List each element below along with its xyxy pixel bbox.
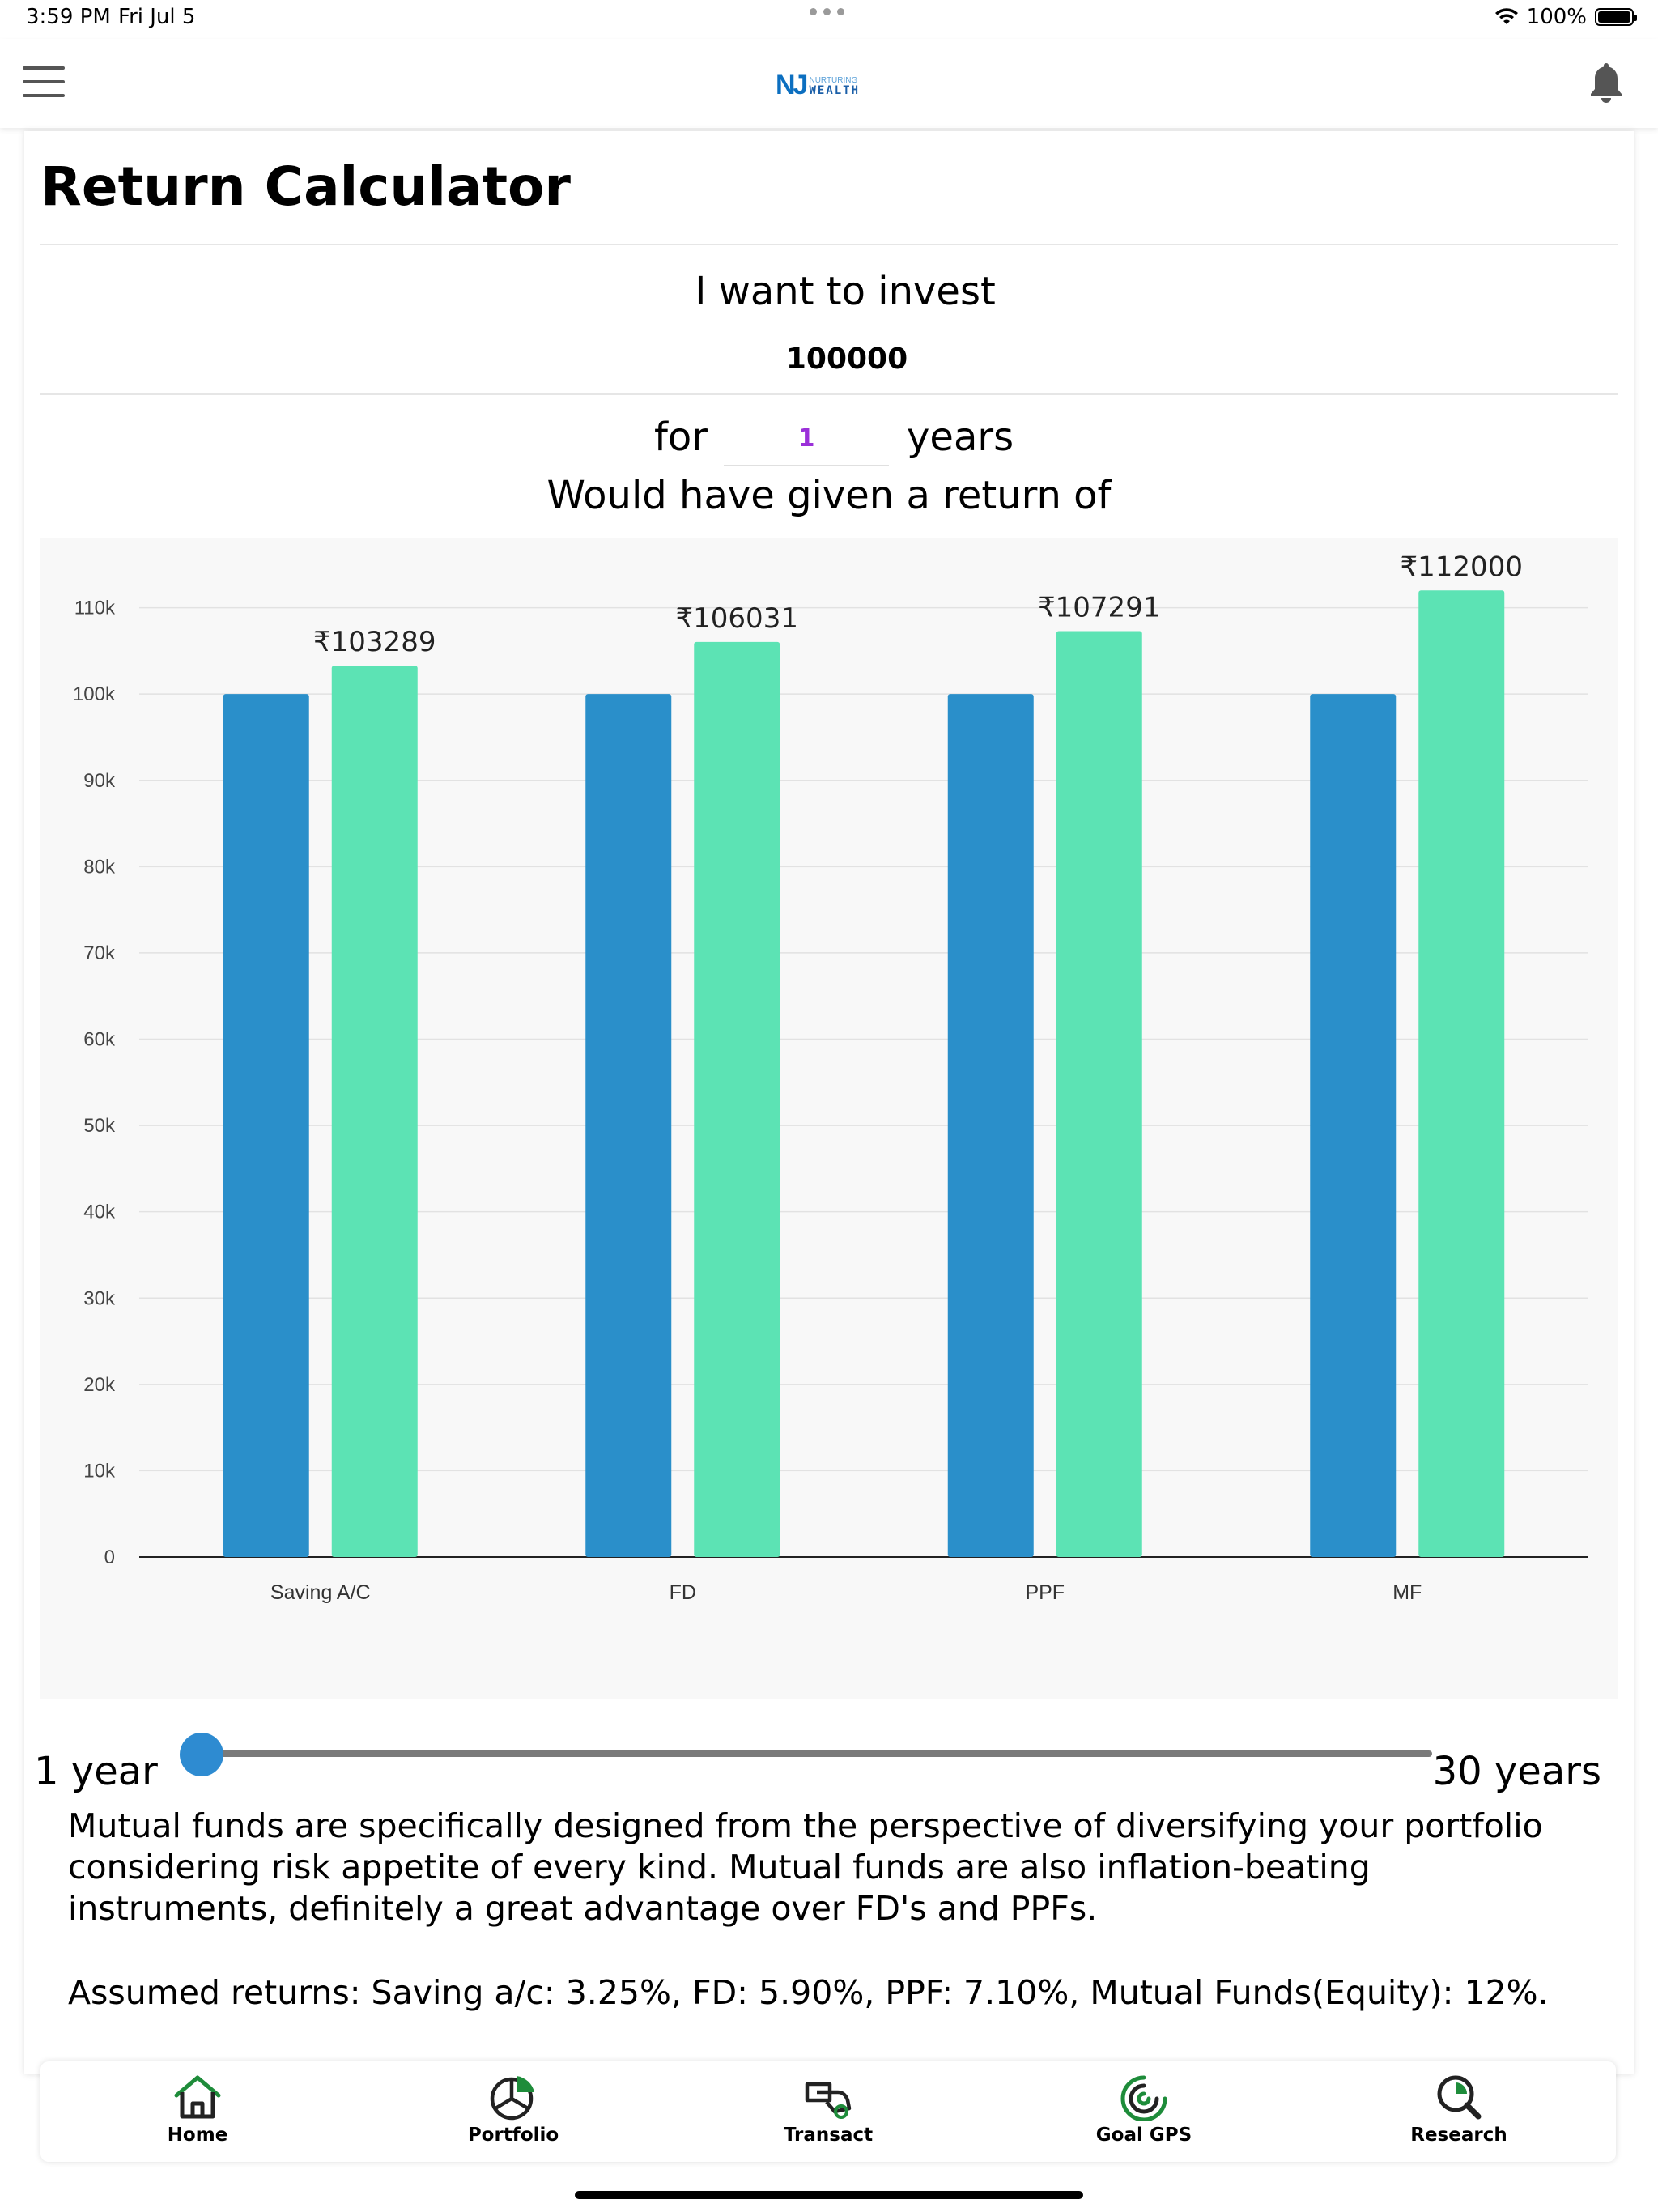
y-tick-label: 110k — [74, 598, 116, 619]
y-tick-label: 0 — [104, 1546, 115, 1568]
divider — [40, 244, 1618, 245]
status-indicators: 100% — [1494, 5, 1637, 29]
years-input[interactable] — [724, 411, 889, 466]
chart-svg: 010k20k30k40k50k60k70k80k90k100k110k120k… — [73, 551, 1588, 1604]
battery-percent: 100% — [1526, 5, 1587, 29]
bar-invested-saving-a-c — [223, 694, 309, 1557]
y-tick-label: 60k — [83, 1029, 116, 1051]
divider — [40, 393, 1618, 395]
bottom-tab-bar: Home Portfolio Transact Goal GPS Res — [40, 2061, 1616, 2162]
y-tick-label: 90k — [83, 770, 116, 792]
status-time: 3:59 PM — [26, 5, 111, 29]
bar-invested-ppf — [947, 694, 1034, 1557]
tab-label: Research — [1410, 2125, 1507, 2146]
bar-invested-mf — [1310, 694, 1397, 1557]
hamburger-menu-icon[interactable] — [23, 66, 65, 99]
bar-return-fd — [694, 641, 780, 1557]
invest-amount-input[interactable] — [24, 342, 1658, 376]
transact-icon — [805, 2082, 852, 2119]
calculator-card: Return Calculator I want to invest for y… — [24, 131, 1658, 2074]
years-slider-track[interactable] — [183, 1750, 1432, 1757]
bar-return-mf — [1418, 590, 1505, 1558]
y-tick-label: 20k — [83, 1374, 116, 1396]
y-tick-label: 70k — [83, 942, 116, 964]
goal-gps-icon — [1120, 2075, 1167, 2121]
home-indicator[interactable] — [575, 2191, 1083, 2199]
y-tick-label: 100k — [73, 683, 116, 705]
portfolio-icon — [490, 2076, 534, 2121]
x-category-label: Saving A/C — [270, 1581, 371, 1604]
for-label: for — [654, 415, 708, 460]
y-tick-label: 80k — [83, 856, 116, 878]
data-label: ₹103289 — [313, 626, 436, 658]
years-slider-thumb[interactable] — [180, 1733, 223, 1776]
tab-portfolio[interactable]: Portfolio — [424, 2073, 602, 2154]
tab-home[interactable]: Home — [108, 2073, 287, 2154]
bar-invested-fd — [585, 694, 672, 1557]
logo-wordmark: WEALTH — [809, 83, 861, 97]
logo-mark: NJ — [776, 70, 809, 100]
x-category-label: PPF — [1025, 1581, 1065, 1604]
home-icon — [174, 2075, 221, 2119]
tab-label: Transact — [783, 2125, 874, 2146]
wifi-icon — [1494, 8, 1518, 24]
description-text: Mutual funds are specifically designed f… — [68, 1806, 1543, 1928]
research-icon — [1437, 2075, 1482, 2120]
x-category-label: FD — [670, 1581, 696, 1604]
bar-return-ppf — [1056, 631, 1142, 1557]
invest-label: I want to invest — [695, 269, 996, 314]
return-label: Would have given a return of — [546, 473, 1112, 518]
battery-icon — [1595, 8, 1637, 26]
y-tick-label: 40k — [83, 1202, 116, 1223]
bar-return-saving-a-c — [331, 666, 418, 1558]
tab-label: Goal GPS — [1095, 2125, 1192, 2146]
data-label: ₹107291 — [1038, 591, 1160, 623]
multitasking-dots-icon[interactable] — [810, 8, 844, 15]
returns-bar-chart: 010k20k30k40k50k60k70k80k90k100k110k120k… — [40, 538, 1618, 1699]
page-title: Return Calculator — [40, 155, 571, 218]
y-tick-label: 50k — [83, 1115, 116, 1137]
status-bar: 3:59 PM Fri Jul 5 100% — [0, 0, 1658, 39]
slider-min-label: 1 year — [34, 1749, 158, 1794]
tab-transact[interactable]: Transact — [739, 2073, 917, 2154]
bell-icon[interactable] — [1587, 60, 1626, 105]
brand-logo: NJ NURTURING WEALTH — [776, 70, 860, 101]
y-tick-label: 10k — [83, 1460, 116, 1482]
data-label: ₹106031 — [676, 602, 798, 635]
tab-label: Home — [167, 2125, 228, 2146]
x-category-label: MF — [1392, 1581, 1422, 1604]
years-label: years — [907, 415, 1014, 460]
assumed-returns-text: Assumed returns: Saving a/c: 3.25%, FD: … — [68, 1973, 1549, 2012]
tab-goal-gps[interactable]: Goal GPS — [1055, 2073, 1233, 2154]
top-nav-bar: NJ NURTURING WEALTH — [0, 39, 1658, 128]
tab-label: Portfolio — [467, 2125, 559, 2146]
status-date: Fri Jul 5 — [118, 5, 196, 29]
tab-research[interactable]: Research — [1370, 2073, 1548, 2154]
data-label: ₹112000 — [1401, 551, 1523, 583]
logo-tagline: NURTURING — [809, 75, 858, 85]
y-tick-label: 30k — [83, 1287, 116, 1309]
slider-max-label: 30 years — [1432, 1749, 1601, 1794]
